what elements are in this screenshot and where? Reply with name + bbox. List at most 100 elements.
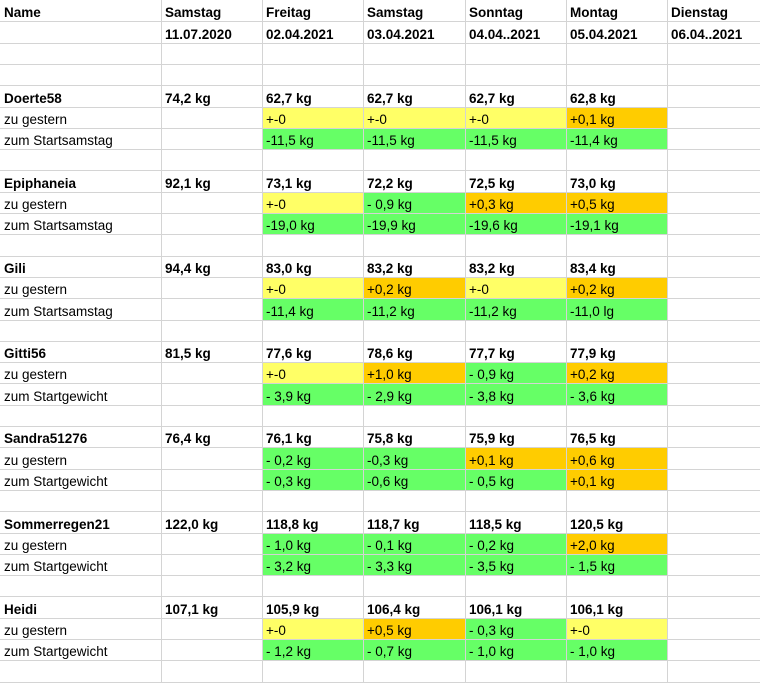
person-name[interactable]: Sommerregen21 (4, 517, 110, 532)
diff-start[interactable]: -11,0 lg (567, 299, 667, 320)
start-weight[interactable]: 94,4 kg (165, 261, 211, 276)
weight-value[interactable]: 83,2 kg (367, 261, 413, 276)
diff-start[interactable]: - 3,5 kg (466, 555, 566, 575)
row-label-yesterday[interactable]: zu gestern (4, 623, 68, 638)
diff-start[interactable]: -11,2 kg (364, 299, 465, 320)
diff-start[interactable]: -0,6 kg (364, 470, 465, 490)
row-label-start[interactable]: zum Startsamstag (4, 218, 113, 233)
weight-value[interactable]: 118,8 kg (266, 517, 319, 532)
diff-start[interactable]: - 0,5 kg (466, 470, 566, 490)
diff-start[interactable]: -19,1 kg (567, 214, 667, 234)
weight-value[interactable]: 106,1 kg (469, 602, 523, 617)
diff-start[interactable]: - 0,7 kg (364, 640, 465, 660)
header-date[interactable]: 02.04.2021 (266, 27, 334, 42)
header-day[interactable]: Montag (570, 5, 618, 20)
start-weight[interactable]: 122,0 kg (165, 517, 219, 532)
diff-start[interactable]: - 1,2 kg (263, 640, 363, 660)
person-name[interactable]: Sandra51276 (4, 431, 88, 446)
diff-yesterday[interactable]: +0,2 kg (364, 278, 465, 298)
header-date[interactable]: 03.04.2021 (367, 27, 435, 42)
weight-value[interactable]: 72,5 kg (469, 176, 515, 191)
diff-yesterday[interactable]: +0,5 kg (567, 193, 667, 213)
header-name[interactable]: Name (4, 5, 41, 20)
diff-start[interactable]: - 3,8 kg (466, 384, 566, 405)
row-label-start[interactable]: zum Startgewicht (4, 389, 108, 404)
diff-yesterday[interactable]: +-0 (263, 278, 363, 298)
start-weight[interactable]: 107,1 kg (165, 602, 219, 617)
diff-start[interactable]: - 1,0 kg (466, 640, 566, 660)
diff-yesterday[interactable]: +-0 (466, 278, 566, 298)
diff-yesterday[interactable]: +-0 (263, 619, 363, 639)
diff-yesterday[interactable]: +-0 (263, 363, 363, 383)
diff-yesterday[interactable]: +-0 (466, 108, 566, 128)
row-label-start[interactable]: zum Startgewicht (4, 474, 108, 489)
row-label-start[interactable]: zum Startsamstag (4, 304, 113, 319)
row-label-yesterday[interactable]: zu gestern (4, 197, 68, 212)
diff-yesterday[interactable]: +2,0 kg (567, 534, 667, 554)
diff-start[interactable]: -19,0 kg (263, 214, 363, 234)
diff-yesterday[interactable]: +0,3 kg (466, 193, 566, 213)
diff-start[interactable]: - 1,5 kg (567, 555, 667, 575)
header-date[interactable]: 05.04.2021 (570, 27, 638, 42)
weight-value[interactable]: 75,9 kg (469, 431, 515, 446)
diff-start[interactable]: -19,6 kg (466, 214, 566, 234)
row-label-yesterday[interactable]: zu gestern (4, 112, 68, 127)
diff-start[interactable]: -11,5 kg (263, 129, 363, 149)
diff-yesterday[interactable]: +-0 (364, 108, 465, 128)
diff-start[interactable]: -11,2 kg (466, 299, 566, 320)
diff-yesterday[interactable]: +1,0 kg (364, 363, 465, 383)
diff-yesterday[interactable]: +-0 (263, 108, 363, 128)
diff-start[interactable]: +0,1 kg (567, 470, 667, 490)
weight-value[interactable]: 72,2 kg (367, 176, 413, 191)
person-name[interactable]: Heidi (4, 602, 38, 617)
diff-yesterday[interactable]: -0,3 kg (364, 448, 465, 469)
weight-value[interactable]: 105,9 kg (266, 602, 320, 617)
weight-value[interactable]: 76,1 kg (266, 431, 312, 446)
diff-yesterday[interactable]: - 0,2 kg (466, 534, 566, 554)
person-name[interactable]: Gitti56 (4, 346, 47, 361)
diff-start[interactable]: - 1,0 kg (567, 640, 667, 660)
start-weight[interactable]: 76,4 kg (165, 431, 211, 446)
header-day[interactable]: Samstag (367, 5, 424, 20)
diff-start[interactable]: -11,4 kg (567, 129, 667, 149)
weight-value[interactable]: 62,7 kg (266, 91, 312, 106)
start-weight[interactable]: 81,5 kg (165, 346, 211, 361)
weight-value[interactable]: 77,6 kg (266, 346, 312, 361)
diff-start[interactable]: - 2,9 kg (364, 384, 465, 405)
weight-value[interactable]: 118,7 kg (367, 517, 420, 532)
header-day[interactable]: Samstag (165, 5, 222, 20)
weight-value[interactable]: 77,7 kg (469, 346, 515, 361)
weight-value[interactable]: 75,8 kg (367, 431, 413, 446)
start-weight[interactable]: 74,2 kg (165, 91, 211, 106)
person-name[interactable]: Epiphaneia (4, 176, 77, 191)
weight-value[interactable]: 78,6 kg (367, 346, 413, 361)
diff-start[interactable]: -11,5 kg (364, 129, 465, 149)
diff-start[interactable]: -19,9 kg (364, 214, 465, 234)
weight-value[interactable]: 83,2 kg (469, 261, 515, 276)
person-name[interactable]: Gili (4, 261, 26, 276)
header-date[interactable]: 11.07.2020 (165, 27, 232, 42)
header-day[interactable]: Freitag (266, 5, 312, 20)
weight-value[interactable]: 83,0 kg (266, 261, 312, 276)
header-day[interactable]: Sonntag (469, 5, 523, 20)
diff-start[interactable]: - 3,6 kg (567, 384, 667, 405)
weight-value[interactable]: 62,7 kg (469, 91, 515, 106)
header-date[interactable]: 06.04..2021 (671, 27, 743, 42)
weight-value[interactable]: 118,5 kg (469, 517, 522, 532)
header-day[interactable]: Dienstag (671, 5, 729, 20)
diff-yesterday[interactable]: - 0,9 kg (364, 193, 465, 213)
header-date[interactable]: 04.04..2021 (469, 27, 541, 42)
diff-start[interactable]: -11,4 kg (263, 299, 363, 320)
row-label-start[interactable]: zum Startgewicht (4, 644, 108, 659)
row-label-start[interactable]: zum Startsamstag (4, 133, 113, 148)
row-label-yesterday[interactable]: zu gestern (4, 453, 68, 468)
weight-value[interactable]: 106,1 kg (570, 602, 624, 617)
person-name[interactable]: Doerte58 (4, 91, 62, 106)
row-label-start[interactable]: zum Startgewicht (4, 559, 108, 574)
diff-yesterday[interactable]: +-0 (567, 619, 667, 639)
diff-yesterday[interactable]: - 0,1 kg (364, 534, 465, 554)
diff-yesterday[interactable]: - 0,3 kg (466, 619, 566, 639)
diff-yesterday[interactable]: +-0 (263, 193, 363, 213)
diff-yesterday[interactable]: +0,2 kg (567, 278, 667, 298)
diff-yesterday[interactable]: +0,1 kg (567, 108, 667, 128)
